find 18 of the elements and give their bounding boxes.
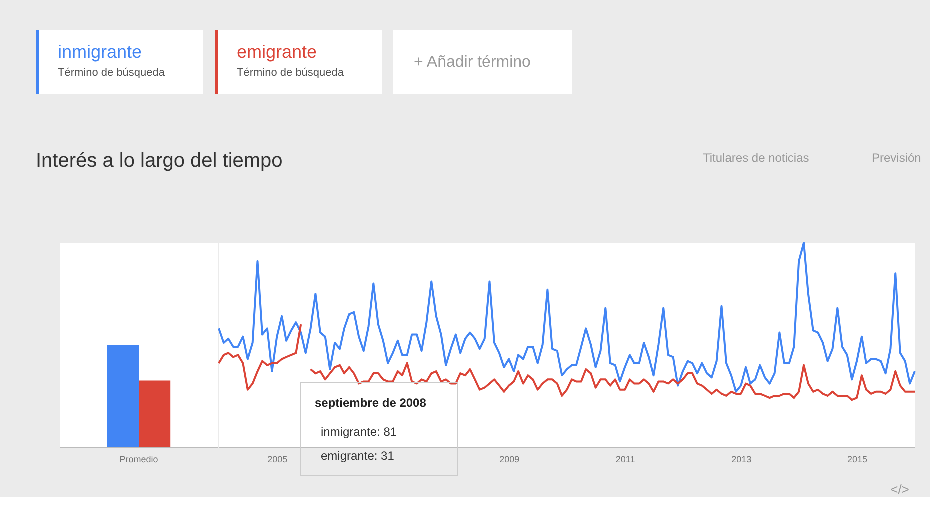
- x-tick-label: Promedio: [120, 454, 158, 464]
- text: emigrante: [237, 42, 318, 62]
- x-tick-label: 2009: [500, 454, 520, 464]
- text: emigrante: 31: [321, 449, 395, 463]
- annotation: septiembre de 2008: [315, 396, 427, 410]
- text: Titulares de noticias: [703, 151, 810, 165]
- text: </>: [890, 482, 910, 497]
- x-tick-label: 2005: [268, 454, 288, 464]
- x-tick-label: 2015: [848, 454, 868, 464]
- annotation: inmigrante: 81: [321, 425, 398, 439]
- text: + Añadir término: [414, 54, 532, 71]
- x-tick-label: 2011: [616, 454, 636, 464]
- text: Previsión: [872, 151, 922, 165]
- text: Término de búsqueda: [58, 67, 166, 79]
- chart-title: Interés a lo largo del tiempo: [36, 150, 283, 172]
- x-tick-label: 2013: [732, 454, 752, 464]
- text: Término de búsqueda: [237, 67, 345, 79]
- text: inmigrante: [58, 42, 142, 62]
